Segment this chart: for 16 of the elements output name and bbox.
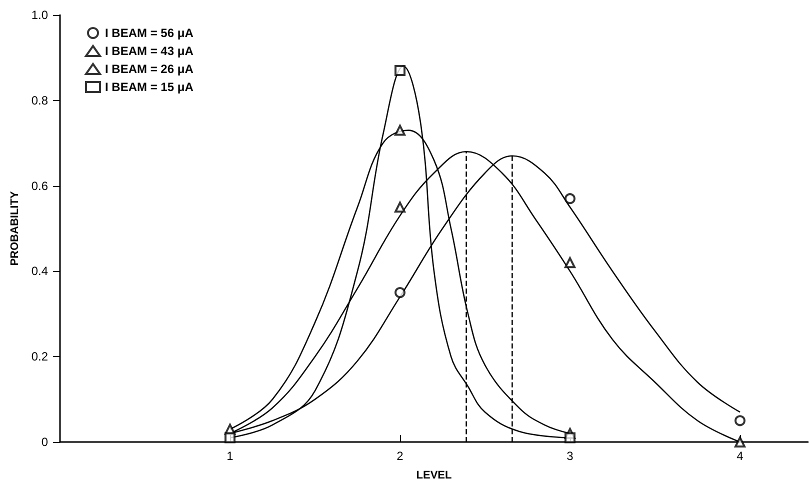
x-tick-label: 1 (226, 449, 234, 463)
y-tick-label: 0.8 (31, 93, 48, 108)
x-tick-label: 2 (396, 449, 404, 463)
legend-label: I BEAM = 43 μA (105, 44, 194, 58)
x-tick-label: 4 (736, 449, 744, 463)
legend-label: I BEAM = 26 μA (105, 62, 194, 76)
legend-label: I BEAM = 56 μA (105, 26, 194, 40)
y-tick-label: 0.4 (31, 264, 48, 278)
x-tick-label: 3 (566, 449, 574, 463)
y-tick-label: 1.0 (31, 8, 48, 22)
y-tick-label: 0 (41, 435, 48, 449)
legend-label: I BEAM = 15 μA (105, 80, 194, 94)
y-tick-label: 0.2 (31, 350, 48, 364)
y-tick-label: 0.6 (31, 178, 48, 193)
y-axis-title: PROBABILITY (8, 190, 21, 266)
x-axis-title: LEVEL (416, 470, 452, 482)
